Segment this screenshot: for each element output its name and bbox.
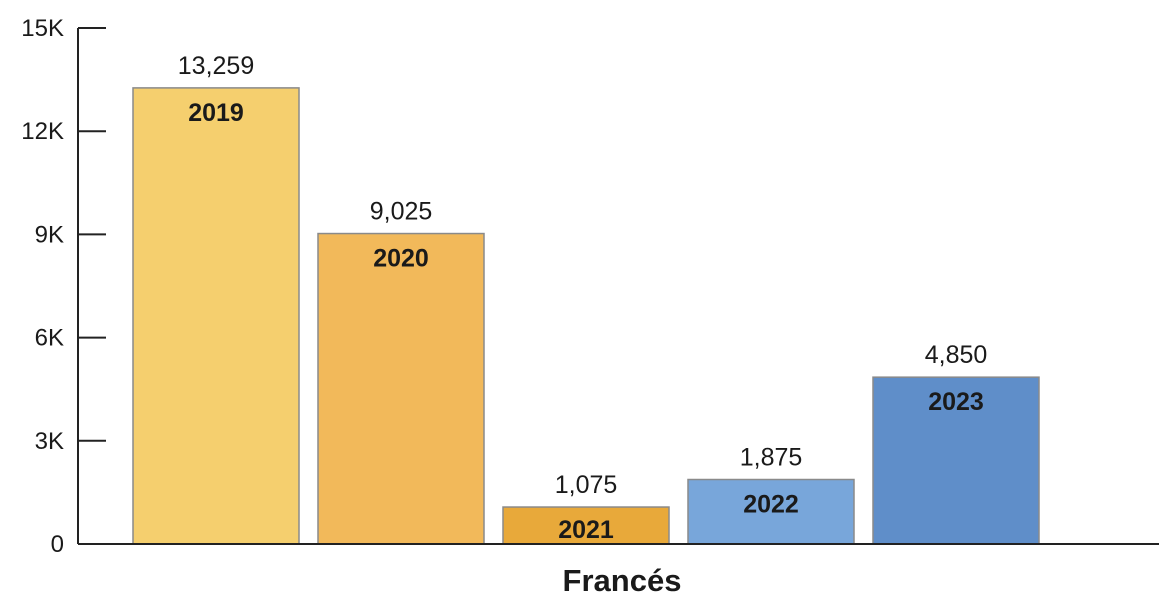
value-label-2020: 9,025 bbox=[370, 198, 433, 226]
category-label-2023: 2023 bbox=[928, 388, 984, 416]
y-tick-label: 9K bbox=[35, 221, 64, 248]
y-tick-label: 6K bbox=[35, 325, 64, 352]
category-label-2019: 2019 bbox=[188, 99, 244, 127]
x-axis-title: Francés bbox=[563, 563, 682, 598]
bar-labels: 13,259 2019 9,025 2020 1,075 2021 1,875 2022 4,8… bbox=[178, 52, 988, 544]
bar-2022 bbox=[687, 478, 855, 545]
bar-2020 bbox=[317, 232, 485, 545]
value-label-2019: 13,259 bbox=[178, 52, 254, 80]
category-label-2022: 2022 bbox=[743, 491, 799, 519]
category-label-2020: 2020 bbox=[373, 245, 429, 273]
bars bbox=[132, 87, 1040, 545]
y-tick-label: 15K bbox=[21, 15, 64, 42]
y-tick-label: 0 bbox=[51, 531, 64, 558]
value-label-2023: 4,850 bbox=[925, 341, 988, 369]
bar-2023 bbox=[872, 376, 1040, 545]
bar-2019 bbox=[132, 87, 300, 545]
bar-2021 bbox=[502, 506, 670, 545]
value-label-2022: 1,875 bbox=[740, 444, 803, 472]
y-tick-label: 3K bbox=[35, 428, 64, 455]
category-label-2021: 2021 bbox=[558, 516, 614, 544]
value-label-2021: 1,075 bbox=[555, 471, 618, 499]
y-axis: 0 3K 6K 9K 12K 15K bbox=[21, 15, 106, 558]
y-tick-label: 12K bbox=[21, 118, 64, 145]
